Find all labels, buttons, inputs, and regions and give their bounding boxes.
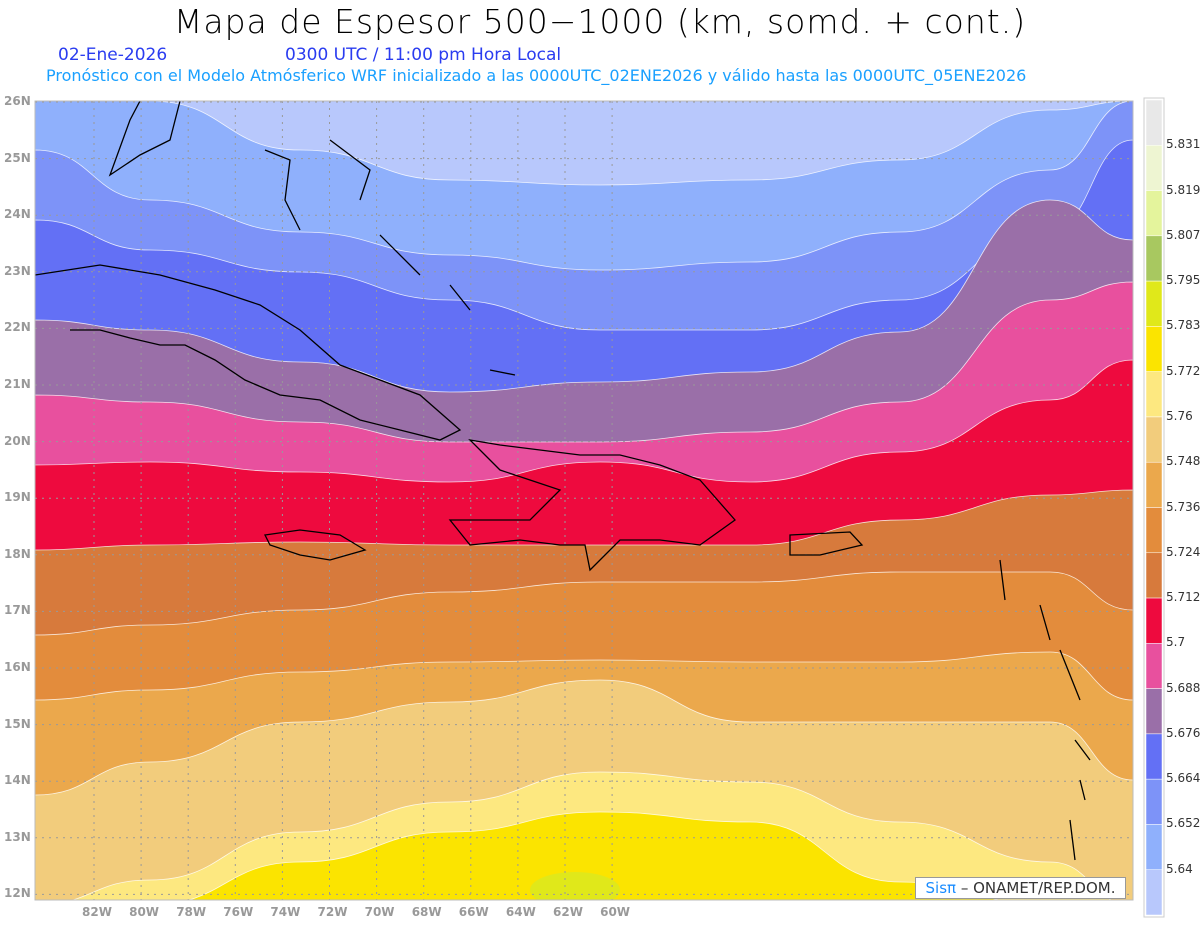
legend-label: 5.64 <box>1166 861 1193 876</box>
latitude-label: 17N <box>4 603 31 618</box>
legend-label: 5.819 <box>1166 182 1200 197</box>
sispi-logo: Sisπ <box>925 879 957 897</box>
legend-label: 5.7 <box>1166 635 1186 650</box>
latitude-label: 24N <box>4 207 31 222</box>
grid-lines <box>35 101 1133 900</box>
time-label: 0300 UTC / 11:00 pm Hora Local <box>285 45 562 65</box>
florida-coastline <box>108 101 181 177</box>
puerto-rico-coastline <box>789 531 864 556</box>
legend-label: 5.724 <box>1166 544 1200 559</box>
jamaica-coastline <box>264 529 367 561</box>
legend-swatch <box>1145 824 1163 870</box>
credit-box: Sisπ – ONAMET/REP.DOM. <box>915 877 1126 899</box>
longitude-label: 66W <box>458 905 489 919</box>
thickness-bands <box>35 101 1133 900</box>
longitude-label: 76W <box>223 905 254 919</box>
latitude-label: 22N <box>4 320 31 335</box>
latitude-label: 18N <box>4 546 31 561</box>
map-title: Mapa de Espesor 500−1000 (km, somd. + co… <box>173 2 1027 41</box>
latitude-label: 15N <box>4 716 31 731</box>
legend-swatch <box>1145 733 1163 780</box>
legend-swatch <box>1145 552 1163 599</box>
longitude-label: 64W <box>505 905 536 919</box>
longitude-label: 78W <box>176 905 207 919</box>
longitude-label: 80W <box>129 905 160 919</box>
latitude-label: 19N <box>4 490 31 505</box>
color-legend <box>1143 97 1165 918</box>
legend-label: 5.783 <box>1166 318 1200 333</box>
longitude-label: 68W <box>411 905 442 919</box>
longitude-label: 70W <box>364 905 395 919</box>
forecast-note: Pronóstico con el Modelo Atmósferico WRF… <box>46 66 1027 85</box>
coastlines <box>35 101 1091 861</box>
legend-label: 5.736 <box>1166 499 1200 514</box>
latitude-label: 21N <box>4 377 31 391</box>
legend-swatch <box>1145 869 1163 916</box>
legend-swatch <box>1145 507 1163 554</box>
credit-text: – ONAMET/REP.DOM. <box>956 879 1116 897</box>
legend-label: 5.664 <box>1166 771 1200 786</box>
bahamas-coastline <box>264 139 516 376</box>
legend-label: 5.688 <box>1166 680 1200 695</box>
legend-swatch <box>1145 416 1163 463</box>
legend-label: 5.712 <box>1166 590 1200 605</box>
legend-swatch <box>1145 461 1163 508</box>
latitude-label: 26N <box>4 94 31 108</box>
legend-swatch <box>1145 280 1163 327</box>
legend-label: 5.807 <box>1166 227 1200 242</box>
latitude-label: 16N <box>4 660 31 674</box>
longitude-label: 62W <box>553 905 583 919</box>
latitude-label: 23N <box>4 263 31 278</box>
legend-swatch <box>1145 688 1163 735</box>
legend-swatch <box>1145 778 1163 825</box>
lesser-antilles-coastline <box>999 559 1091 861</box>
latitude-label: 20N <box>4 433 31 448</box>
cuba-coastline <box>35 264 462 441</box>
longitude-label: 60W <box>600 905 631 919</box>
latitude-label: 14N <box>4 773 31 788</box>
legend-swatch <box>1145 597 1163 644</box>
date-label: 02-Ene-2026 <box>58 45 168 65</box>
legend-swatch <box>1145 190 1163 237</box>
legend-label: 5.76 <box>1166 408 1193 423</box>
legend-label: 5.652 <box>1166 816 1200 831</box>
legend-swatch <box>1145 145 1163 191</box>
legend-label: 5.795 <box>1166 273 1200 288</box>
hispaniola-coastline <box>448 439 736 572</box>
latitude-label: 12N <box>4 886 31 901</box>
legend-frame <box>1143 97 1165 918</box>
legend-swatch <box>1145 326 1163 372</box>
legend-label: 5.676 <box>1166 725 1200 740</box>
map-frame <box>34 100 1134 901</box>
legend-label: 5.748 <box>1166 454 1200 469</box>
legend-swatch <box>1145 643 1163 689</box>
longitude-label: 74W <box>270 905 301 919</box>
legend-label: 5.772 <box>1166 363 1200 378</box>
legend-swatch <box>1145 371 1163 418</box>
longitude-label: 82W <box>82 905 112 919</box>
legend-label: 5.831 <box>1166 137 1200 152</box>
legend-swatch <box>1145 235 1163 282</box>
longitude-label: 72W <box>317 905 348 919</box>
legend-swatch <box>1145 99 1163 146</box>
thickness-band <box>530 872 620 900</box>
latitude-label: 13N <box>4 829 31 844</box>
latitude-label: 25N <box>4 150 31 165</box>
